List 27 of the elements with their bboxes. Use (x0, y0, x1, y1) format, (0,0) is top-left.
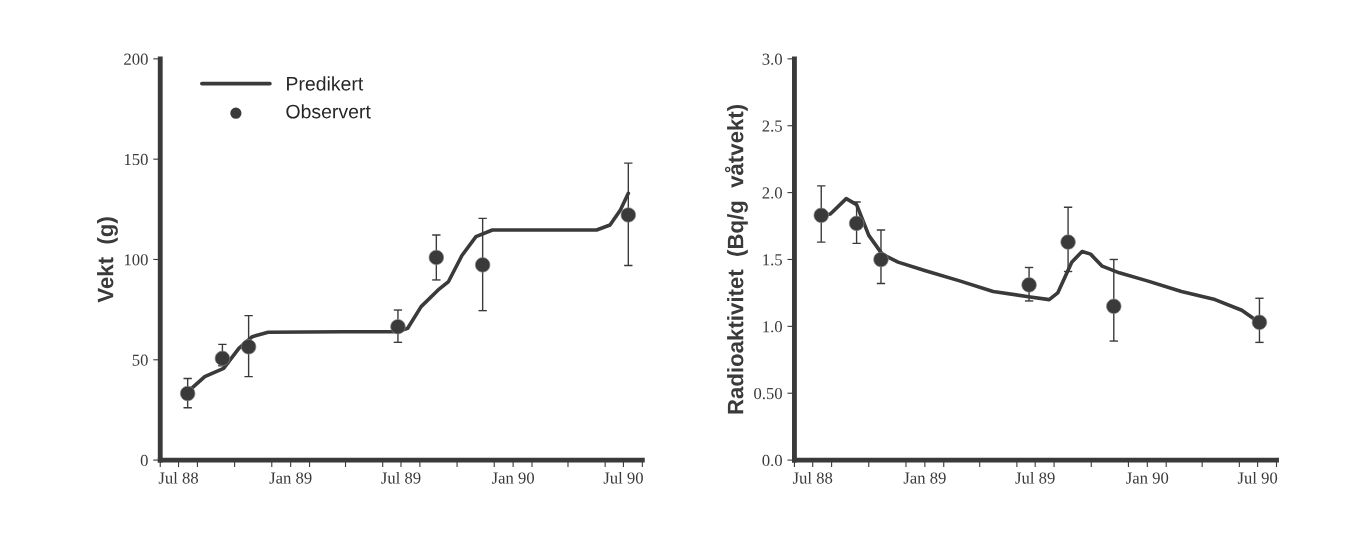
x-tick-label: Jul 89 (1015, 471, 1055, 484)
y-tick-label: 200 (124, 53, 148, 65)
y-tick-label: 0 (140, 454, 148, 467)
x-tick-label: Jan 90 (491, 472, 535, 484)
y-axis-title: Vekt (g) (97, 217, 118, 303)
legend-label: Observert (286, 104, 371, 119)
y-tick-label: 0.0 (762, 454, 782, 467)
x-tick-label: Jul 88 (158, 471, 199, 484)
y-tick-label: 1.5 (763, 254, 782, 266)
x-tick-label: Jul 89 (381, 471, 421, 484)
x-tick-label: Jan 89 (269, 472, 312, 484)
x-tick-label: Jan 89 (903, 472, 946, 484)
y-tick-label: 2.0 (762, 187, 782, 199)
y-tick-label: 2.5 (762, 120, 782, 132)
y-tick-label: 0.50 (754, 387, 782, 400)
point (180, 385, 196, 402)
x-tick-label: Jul 90 (1237, 471, 1278, 484)
y-tick-label: 100 (124, 254, 148, 266)
x-tick-label: Jan 90 (1126, 472, 1169, 484)
legend-label: Predikert (287, 76, 364, 91)
y-tick-label: 3.0 (762, 53, 782, 65)
y-tick-label: 50 (132, 354, 148, 366)
x-tick-label: Jul 90 (603, 471, 643, 484)
y-tick-label: 1.0 (763, 321, 782, 333)
y-axis-title: Radioaktivitet (Bq/g våtvekt) (724, 104, 748, 414)
x-tick-label: Jul 88 (792, 471, 833, 484)
y-tick-label: 150 (124, 153, 148, 166)
